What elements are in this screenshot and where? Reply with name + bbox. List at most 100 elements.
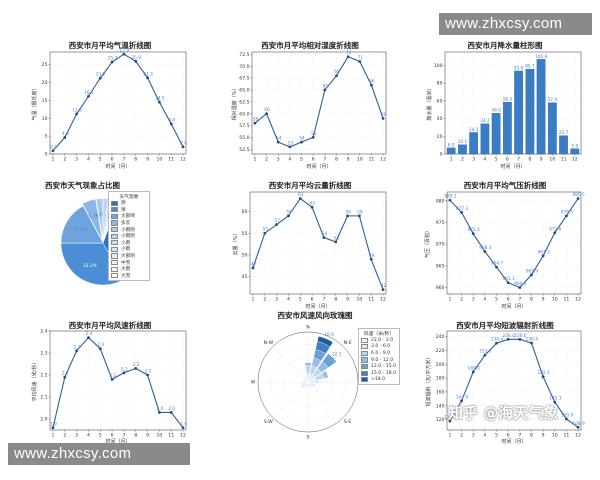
x-axis-label: 时间（月）	[501, 438, 526, 445]
windrose-legend-item: 15.0 - 18.0	[361, 370, 397, 377]
grid	[252, 52, 386, 154]
data-point	[495, 341, 498, 345]
windrose-legend-item: 12.0 - 15.0	[361, 363, 397, 370]
x-tick-label: 4	[87, 157, 90, 163]
data-point	[323, 88, 327, 92]
x-tick-label: 4	[87, 433, 90, 439]
data-label: 66	[369, 79, 375, 85]
chart-title-cloud: 西安市月平均云量折线图	[268, 181, 352, 190]
y-tick-label: 67.5	[239, 76, 249, 82]
legend-swatch	[361, 350, 368, 357]
data-point	[370, 83, 373, 87]
data-point	[98, 347, 102, 350]
x-tick-label: 5	[99, 433, 102, 439]
plot-frame	[444, 51, 582, 155]
legend-label: 大部阴	[121, 254, 135, 260]
data-point	[146, 373, 149, 377]
pie-legend-item: 小雨	[111, 246, 147, 253]
pie-slice-label: 33.1%	[83, 263, 97, 269]
legend-label: 小雨阴	[121, 227, 135, 233]
pie-legend-item: 大雨	[111, 266, 147, 273]
data-label: 61	[310, 201, 316, 207]
data-label: 47	[251, 261, 257, 267]
x-tick-label: 6	[507, 433, 510, 439]
rose-sector	[321, 370, 329, 379]
series-line	[52, 53, 184, 152]
bar	[547, 102, 557, 155]
chart-title-temp: 西安市月平均气温折线图	[68, 41, 152, 50]
data-label: 54	[322, 231, 328, 237]
legend-label: 3.0 - 6.0	[371, 344, 391, 350]
pie-legend-item: 晴	[111, 207, 147, 214]
pie-legend-item: 小雨阴	[111, 233, 147, 240]
data-point	[122, 371, 126, 375]
x-tick-label: 2	[265, 157, 268, 163]
pie-slice-label: 2.5%	[95, 212, 106, 218]
legend-label: 大雪	[121, 273, 131, 279]
bar-value-label: 20.7	[559, 130, 569, 136]
data-point	[263, 231, 267, 235]
bar-value-label: 57.9	[548, 97, 558, 103]
rose-direction-label: N	[306, 325, 309, 331]
data-label: 2.2	[109, 373, 116, 379]
rose-direction-label: S-W	[264, 419, 273, 425]
y-tick-label: 220	[436, 348, 445, 354]
data-point	[110, 378, 114, 381]
data-label: 980.5	[572, 192, 585, 198]
windrose-legend-item: 9.0 - 12.0	[361, 357, 397, 364]
x-tick-label: 8	[335, 157, 338, 163]
x-tick-label: 2	[461, 157, 464, 163]
x-tick-label: 3	[75, 157, 78, 163]
rose-sector	[304, 381, 309, 389]
data-label: 108.9	[572, 421, 585, 427]
x-tick-label: 11	[368, 297, 374, 303]
data-label: 2.2	[121, 366, 128, 372]
data-label: 2.4	[86, 331, 93, 337]
chart-title-phenomena: 西安市天气现象占比图	[45, 181, 120, 190]
data-point	[51, 149, 55, 153]
x-tick-label: 10	[156, 433, 162, 439]
y-tick-label: 140	[436, 403, 445, 409]
plot-frame	[49, 330, 187, 431]
x-tick-label: 1	[51, 433, 54, 439]
data-label: 49	[369, 253, 375, 259]
x-tick-label: 10	[156, 157, 162, 163]
data-point	[541, 254, 545, 258]
bar	[480, 123, 490, 155]
data-point	[300, 140, 303, 144]
bar-value-label: 93.6	[514, 65, 524, 71]
watermark-bottom: www.zhxcsy.com	[8, 443, 190, 465]
data-label: 968.3	[479, 245, 492, 251]
plot-frame	[251, 51, 387, 155]
legend-swatch	[361, 377, 368, 383]
y-tick-label: 2.2	[40, 373, 47, 379]
y-tick-label: 975	[436, 220, 445, 226]
x-tick-label: 4	[287, 297, 290, 303]
x-axis-label: 时间（月）	[306, 163, 331, 170]
data-label: 2.2	[62, 371, 69, 377]
x-tick-label: 5	[495, 297, 498, 303]
legend-label: >18.0	[371, 377, 386, 383]
legend-swatch	[111, 260, 118, 266]
pie-legend-item: 大部阴	[111, 253, 147, 260]
legend-label: 阴	[121, 201, 126, 207]
x-tick-label: 4	[483, 157, 486, 163]
data-label: 1.9	[180, 421, 187, 427]
legend-label: 中雪	[121, 260, 131, 266]
legend-label: 小雨阴	[121, 234, 135, 240]
data-label: 16.1	[84, 90, 94, 96]
data-point	[358, 60, 362, 63]
legend-swatch	[361, 337, 368, 343]
chart-title-pressure: 西安市月平均气压折线图	[463, 181, 547, 190]
x-axis-label: 时间（月）	[105, 438, 130, 445]
x-tick-label: 5	[300, 157, 303, 163]
y-axis-label: 短波辐射（瓦/平方米）	[425, 355, 432, 407]
data-point	[518, 286, 522, 289]
panel-cloud: 西安市月平均云量折线图 45 50 55 60 1 2 3 4 5 6 7 8 9 10 11 12 时间（月）…	[230, 180, 390, 310]
panel-precip: 西安市月降水量柱形图 0 20 40 60 80 100 1 2 3 4 5 6 7 8 9 10 11 12 时间…	[425, 40, 585, 170]
panel-phenomena: 西安市天气现象占比图 36.3%33.1%17.2%5.3%2.5% 天气现象 …	[35, 180, 195, 300]
data-point	[134, 367, 138, 370]
pie-legend-item: 大部晴	[111, 213, 147, 220]
